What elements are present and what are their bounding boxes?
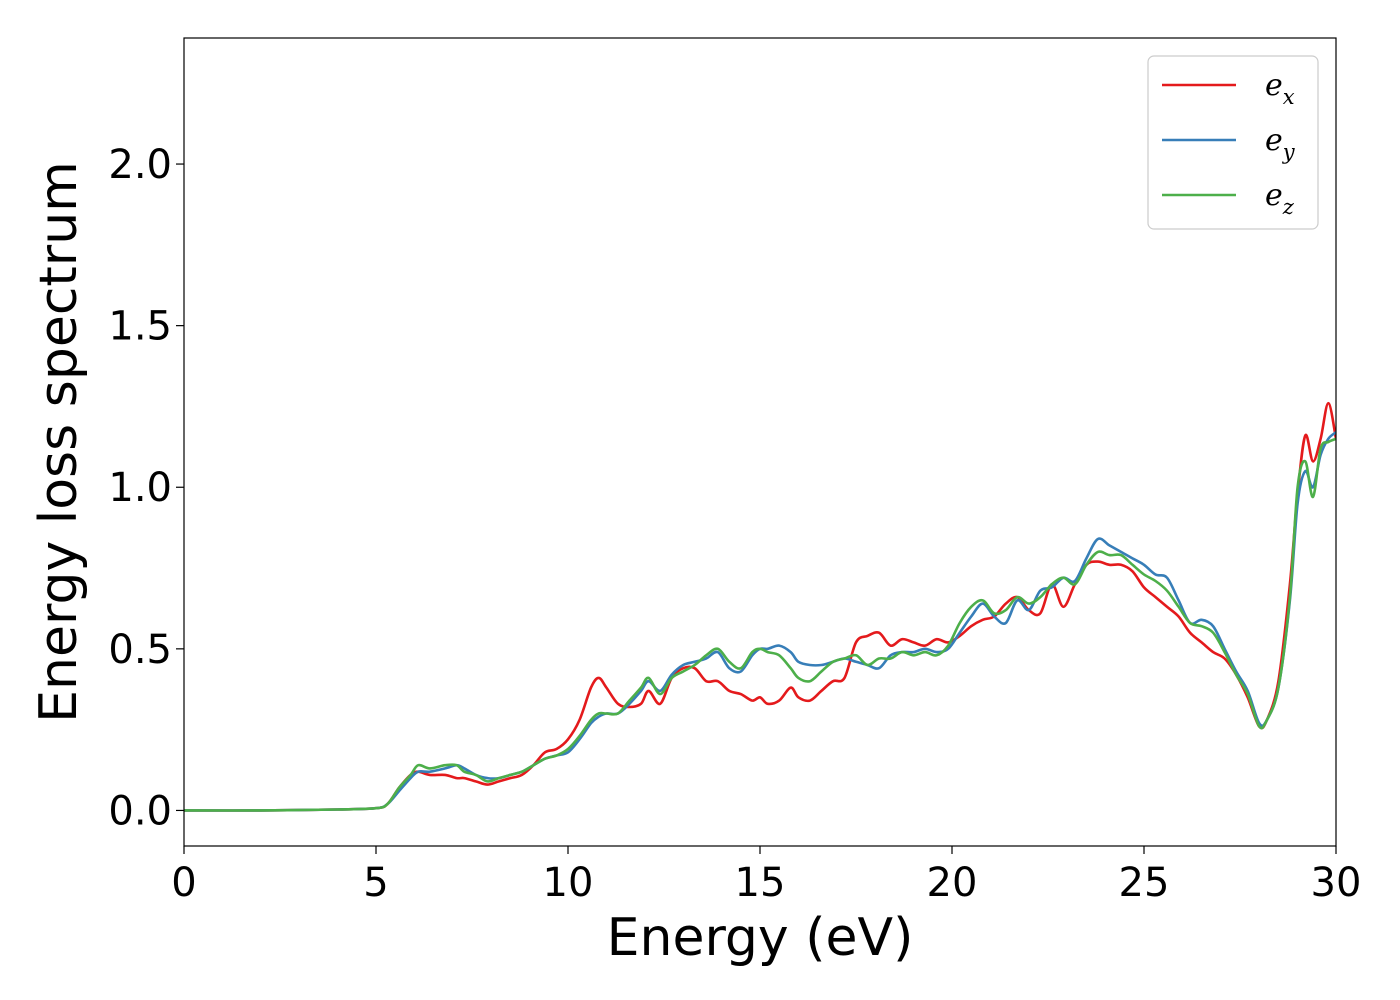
x-tick-label: 15 xyxy=(735,860,786,906)
y-axis-title: Energy loss spectrum xyxy=(29,161,89,723)
x-tick-label: 30 xyxy=(1311,860,1362,906)
x-axis-title: Energy (eV) xyxy=(607,908,914,968)
legend-label-base: e xyxy=(1265,68,1283,103)
x-tick-label: 20 xyxy=(927,860,978,906)
legend-box xyxy=(1147,55,1319,230)
y-tick-label: 2.0 xyxy=(108,142,172,188)
legend-label-subscript: y xyxy=(1282,140,1296,164)
x-tick-label: 10 xyxy=(543,860,594,906)
x-axis: 0 5 10 15 20 25 30 xyxy=(171,846,1361,906)
series-line-z xyxy=(184,437,1336,812)
x-tick-label: 5 xyxy=(363,860,388,906)
legend-label-subscript: z xyxy=(1282,195,1295,219)
y-tick-label: 0.0 xyxy=(108,788,172,834)
legend-label-y: ey xyxy=(1265,123,1296,164)
legend-label-base: e xyxy=(1265,178,1283,213)
series-line-x xyxy=(184,401,1336,812)
legend-label-z: ez xyxy=(1265,178,1295,219)
legend-label-subscript: x xyxy=(1283,85,1295,109)
series-layer xyxy=(184,401,1336,812)
y-tick-label: 1.0 xyxy=(108,465,172,511)
y-tick-label: 0.5 xyxy=(108,627,172,673)
x-tick-label: 0 xyxy=(171,860,196,906)
y-tick-label: 1.5 xyxy=(108,304,172,350)
x-tick-label: 25 xyxy=(1119,860,1170,906)
legend-label-x: ex xyxy=(1265,68,1295,109)
y-axis: 0.0 0.5 1.0 1.5 2.0 xyxy=(108,142,184,834)
legend-label-base: e xyxy=(1265,123,1283,158)
